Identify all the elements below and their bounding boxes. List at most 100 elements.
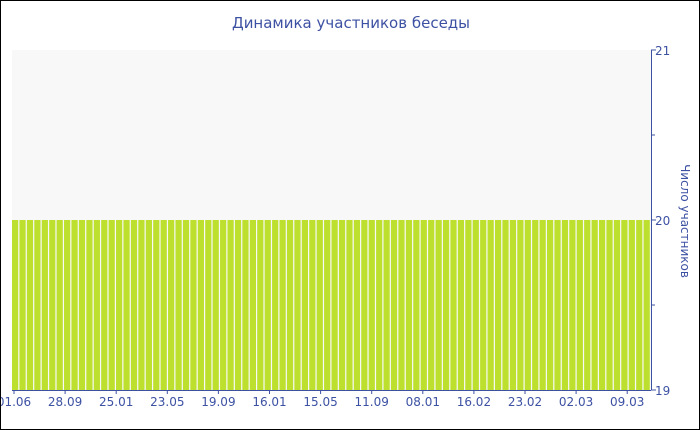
bar (64, 220, 71, 390)
bar (569, 220, 576, 390)
bar (539, 220, 546, 390)
bar (494, 220, 502, 390)
bar (316, 220, 323, 390)
bar (56, 220, 63, 390)
bar (86, 220, 93, 390)
bar (116, 220, 123, 390)
bar (643, 220, 650, 390)
bar (197, 220, 204, 390)
bar (234, 220, 242, 390)
bar (145, 220, 152, 390)
bar (78, 220, 86, 390)
bar (279, 220, 286, 390)
bar (220, 220, 227, 390)
y-tick-label: 21 (655, 44, 670, 58)
x-tick-label: 02.03 (559, 395, 593, 409)
bar (257, 220, 264, 390)
bar (413, 220, 420, 390)
bar (242, 220, 249, 390)
x-tick-label: 16.01 (252, 395, 286, 409)
bar (606, 220, 613, 390)
bar (346, 220, 353, 390)
bar (182, 220, 190, 390)
bar (301, 220, 309, 390)
bar (584, 220, 591, 390)
bar (153, 220, 160, 390)
bar (376, 220, 383, 390)
x-tick-label: 28.09 (48, 395, 82, 409)
bar (420, 220, 427, 390)
bar (442, 220, 450, 390)
bar (532, 220, 539, 390)
bar (272, 220, 279, 390)
x-tick-label: 25.01 (99, 395, 133, 409)
bar (93, 220, 100, 390)
bar (353, 220, 361, 390)
bar (598, 220, 606, 390)
x-tick-label: 01.06 (1, 395, 31, 409)
x-tick-label: 23.05 (150, 395, 184, 409)
bar (101, 220, 108, 390)
x-tick-label: 16.02 (457, 395, 491, 409)
bar (160, 220, 167, 390)
x-tick-label: 19.09 (201, 395, 235, 409)
bar (294, 220, 301, 390)
bar (457, 220, 465, 390)
bar (138, 220, 145, 390)
bar (554, 220, 561, 390)
bar (338, 220, 346, 390)
bar (487, 220, 494, 390)
bar (368, 220, 375, 390)
x-tick-label: 08.01 (406, 395, 440, 409)
bar (524, 220, 531, 390)
bar (168, 220, 175, 390)
x-tick-label: 11.09 (355, 395, 389, 409)
bar (205, 220, 212, 390)
bar (130, 220, 138, 390)
bar (34, 220, 41, 390)
bar (264, 220, 271, 390)
bar (561, 220, 569, 390)
bar (227, 220, 234, 390)
bar (71, 220, 78, 390)
bar (108, 220, 115, 390)
bar (509, 220, 517, 390)
bar (591, 220, 598, 390)
bar (435, 220, 442, 390)
x-tick-label: 09.03 (610, 395, 644, 409)
bar (390, 220, 398, 390)
chart-title: Динамика участников беседы (232, 14, 470, 32)
bar (628, 220, 635, 390)
bar (621, 220, 628, 390)
bar (190, 220, 197, 390)
bar (450, 220, 457, 390)
bar (26, 220, 34, 390)
bar (405, 220, 413, 390)
bar (286, 220, 294, 390)
bar (576, 220, 583, 390)
bar (41, 220, 48, 390)
bar (19, 220, 26, 390)
bar (175, 220, 182, 390)
bar (123, 220, 130, 390)
bar (212, 220, 219, 390)
x-tick-label: 23.02 (508, 395, 542, 409)
bar (465, 220, 472, 390)
bar (331, 220, 338, 390)
bar (398, 220, 405, 390)
y-tick-label: 20 (655, 214, 670, 228)
bar (428, 220, 435, 390)
bar (480, 220, 487, 390)
bar (613, 220, 621, 390)
bar (502, 220, 509, 390)
y-tick-label: 19 (655, 384, 670, 398)
bar (517, 220, 524, 390)
bar (12, 220, 19, 390)
bar (324, 220, 331, 390)
bar (361, 220, 368, 390)
bar (249, 220, 256, 390)
bar (546, 220, 554, 390)
y-axis-label: Число участников (678, 164, 692, 278)
